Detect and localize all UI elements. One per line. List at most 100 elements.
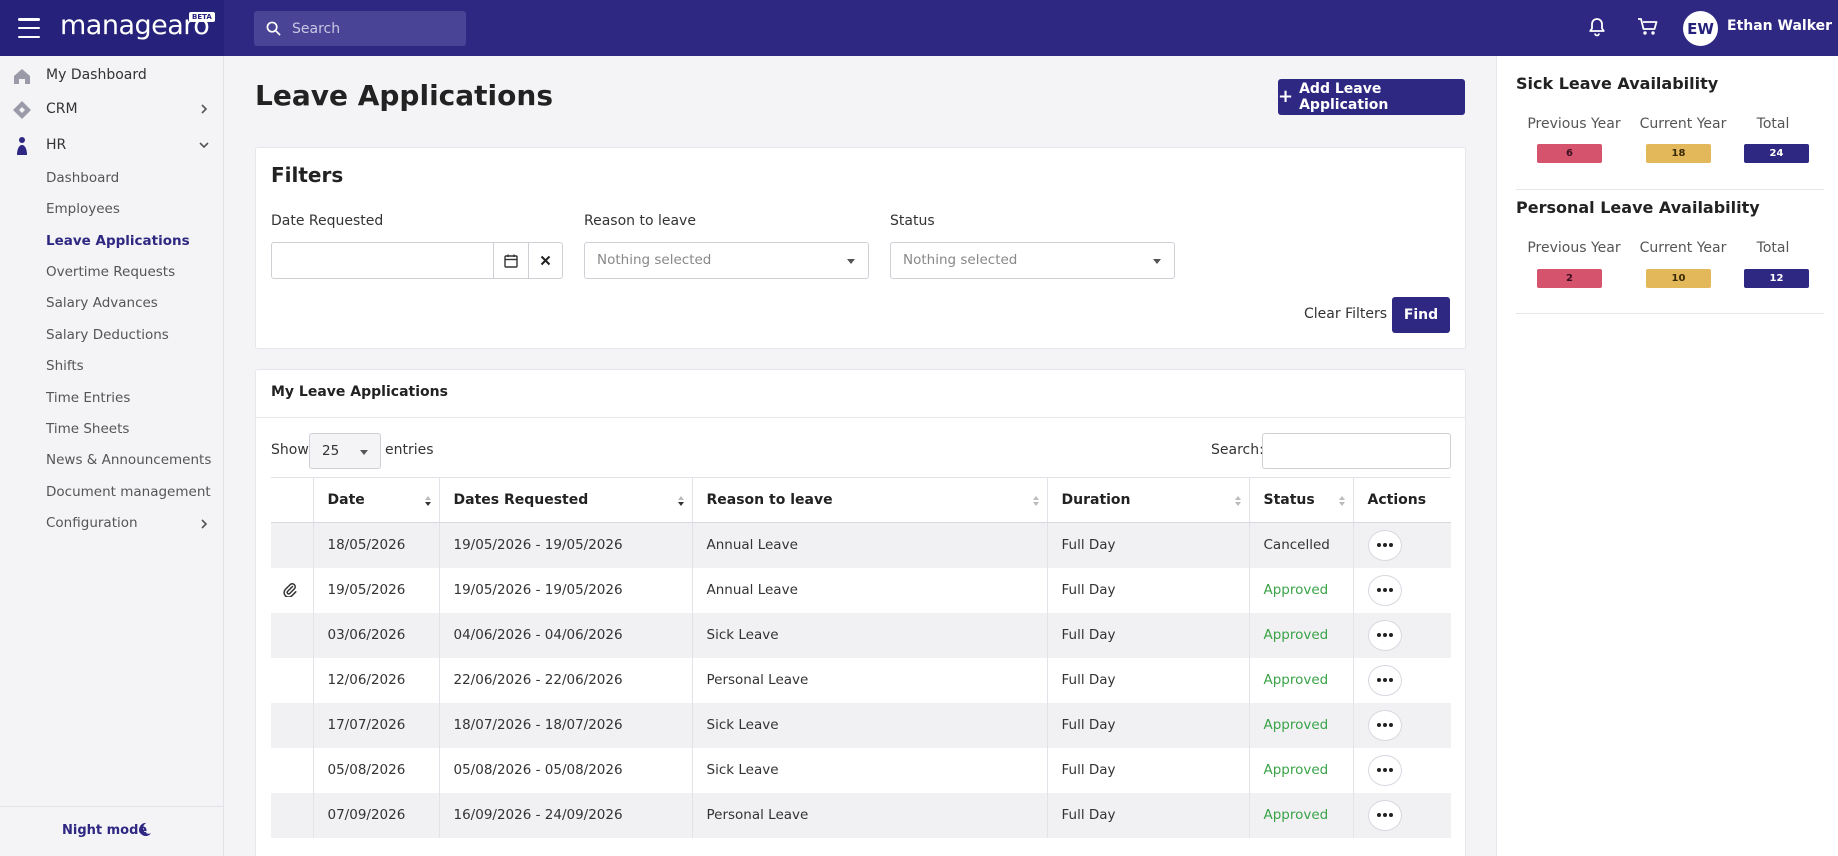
date-cell: 19/05/2026 (313, 567, 440, 613)
duration-cell: Full Day (1047, 792, 1250, 838)
calendar-icon (504, 254, 518, 268)
sort-icon (424, 496, 431, 506)
column-header-status[interactable]: Status (1249, 477, 1354, 523)
global-search[interactable] (254, 11, 466, 46)
actions-cell (1353, 747, 1451, 793)
avatar[interactable]: EW (1683, 11, 1718, 46)
user-name[interactable]: Ethan Walker (1727, 18, 1833, 34)
column-header-actions: Actions (1353, 477, 1451, 523)
sidebar-item-document-management[interactable]: Document management (46, 484, 211, 500)
more-actions-button[interactable] (1367, 619, 1402, 651)
sidebar-item-leave-applications[interactable]: Leave Applications (46, 233, 190, 249)
chevron-right-icon (201, 104, 208, 114)
sort-icon (1032, 496, 1039, 506)
sort-icon (1338, 496, 1345, 506)
column-header-dates-requested[interactable]: Dates Requested (439, 477, 693, 523)
brand-area: managearo BETA (0, 0, 224, 56)
sidebar-item-configuration[interactable]: Configuration (46, 515, 138, 531)
column-header-duration[interactable]: Duration (1047, 477, 1250, 523)
status-cell: Approved (1249, 612, 1354, 658)
caret-down-icon (360, 450, 368, 455)
dates-requested-cell: 19/05/2026 - 19/05/2026 (439, 567, 693, 613)
more-actions-button[interactable] (1367, 709, 1402, 741)
column-header-reason[interactable]: Reason to leave (692, 477, 1048, 523)
date-requested-field[interactable] (271, 242, 563, 279)
table-search-input[interactable] (1262, 433, 1451, 469)
entries-value: 25 (322, 443, 340, 459)
dot (1376, 543, 1381, 548)
actions-cell (1353, 612, 1451, 658)
sort-icon (677, 496, 684, 506)
more-actions-button[interactable] (1367, 664, 1402, 696)
bell-icon[interactable] (1588, 17, 1606, 37)
reason-select-value: Nothing selected (597, 252, 712, 268)
sick-total-label: Total (1756, 116, 1790, 132)
sidebar-item-crm[interactable]: CRM (0, 92, 224, 126)
more-actions-button[interactable] (1367, 754, 1402, 786)
sidebar-item-time-entries[interactable]: Time Entries (46, 390, 131, 406)
sidebar-item-employees[interactable]: Employees (46, 201, 120, 217)
cart-icon[interactable] (1637, 17, 1659, 37)
sidebar-item-dashboard[interactable]: Dashboard (46, 170, 120, 186)
brand-logo[interactable]: managearo (60, 10, 210, 41)
top-bar: managearo BETA EW Ethan Walker (0, 0, 1838, 56)
dates-requested-cell: 16/09/2026 - 24/09/2026 (439, 792, 693, 838)
sick-previous-year-badge: 6 (1537, 144, 1602, 163)
paperclip-icon[interactable] (283, 583, 297, 597)
dot (1376, 633, 1381, 637)
table-card-title: My Leave Applications (271, 384, 448, 400)
divider (1516, 189, 1824, 190)
sidebar-item-time-sheets[interactable]: Time Sheets (46, 421, 130, 437)
entries-per-page-select[interactable]: 25 (309, 433, 381, 469)
status-cell: Cancelled (1249, 522, 1354, 568)
leave-applications-table: Date Dates Requested Reason to leave Dur… (271, 477, 1451, 838)
sick-current-year-label: Current Year (1639, 116, 1727, 132)
sick-total-badge: 24 (1744, 144, 1809, 163)
more-actions-button[interactable] (1367, 529, 1402, 561)
hamburger-menu-icon[interactable] (18, 18, 40, 38)
dot (1388, 768, 1393, 772)
table-search-label: Search: (1211, 442, 1264, 458)
sidebar-item-label: HR (46, 137, 67, 153)
sidebar-item-news-announcements[interactable]: News & Announcements (46, 452, 212, 468)
reason-to-leave-select[interactable]: Nothing selected (584, 242, 869, 279)
find-button[interactable]: Find (1392, 297, 1450, 333)
personal-previous-year-label: Previous Year (1527, 240, 1621, 256)
actions-cell (1353, 567, 1451, 613)
night-mode-toggle[interactable]: Night mode (0, 806, 224, 856)
actions-cell (1353, 792, 1451, 838)
dot (1382, 723, 1387, 727)
status-cell: Approved (1249, 792, 1354, 838)
duration-cell: Full Day (1047, 747, 1250, 793)
more-actions-button[interactable] (1367, 799, 1402, 831)
sidebar-item-overtime-requests[interactable]: Overtime Requests (46, 264, 176, 280)
dot (1388, 723, 1393, 727)
sick-leave-availability-title: Sick Leave Availability (1516, 74, 1719, 93)
reason-cell: Sick Leave (692, 612, 1048, 658)
column-header-date[interactable]: Date (313, 477, 440, 523)
dot (1388, 813, 1393, 817)
sidebar: My Dashboard CRM HR Dashboard Employees … (0, 56, 224, 856)
status-select[interactable]: Nothing selected (890, 242, 1175, 279)
attachment-cell (271, 747, 314, 793)
sidebar-item-hr[interactable]: HR (0, 128, 224, 162)
add-leave-application-button[interactable]: + Add Leave Application (1278, 79, 1465, 115)
clear-date-button[interactable] (528, 243, 562, 278)
divider (256, 417, 1465, 418)
search-input[interactable] (292, 19, 457, 39)
table-row: 12/06/2026 22/06/2026 - 22/06/2026 Persona… (271, 657, 1451, 703)
sidebar-item-shifts[interactable]: Shifts (46, 358, 84, 374)
status-cell: Approved (1249, 747, 1354, 793)
duration-cell: Full Day (1047, 567, 1250, 613)
reason-cell: Personal Leave (692, 657, 1048, 703)
clear-filters-button[interactable]: Clear Filters (1304, 306, 1388, 322)
more-actions-button[interactable] (1367, 574, 1402, 606)
filters-title: Filters (271, 163, 344, 187)
reason-cell: Sick Leave (692, 702, 1048, 748)
reason-cell: Personal Leave (692, 792, 1048, 838)
sidebar-item-my-dashboard[interactable]: My Dashboard (0, 58, 224, 92)
sidebar-item-salary-advances[interactable]: Salary Advances (46, 295, 158, 311)
sidebar-item-salary-deductions[interactable]: Salary Deductions (46, 327, 169, 343)
date-cell: 05/08/2026 (313, 747, 440, 793)
calendar-button[interactable] (493, 243, 528, 278)
